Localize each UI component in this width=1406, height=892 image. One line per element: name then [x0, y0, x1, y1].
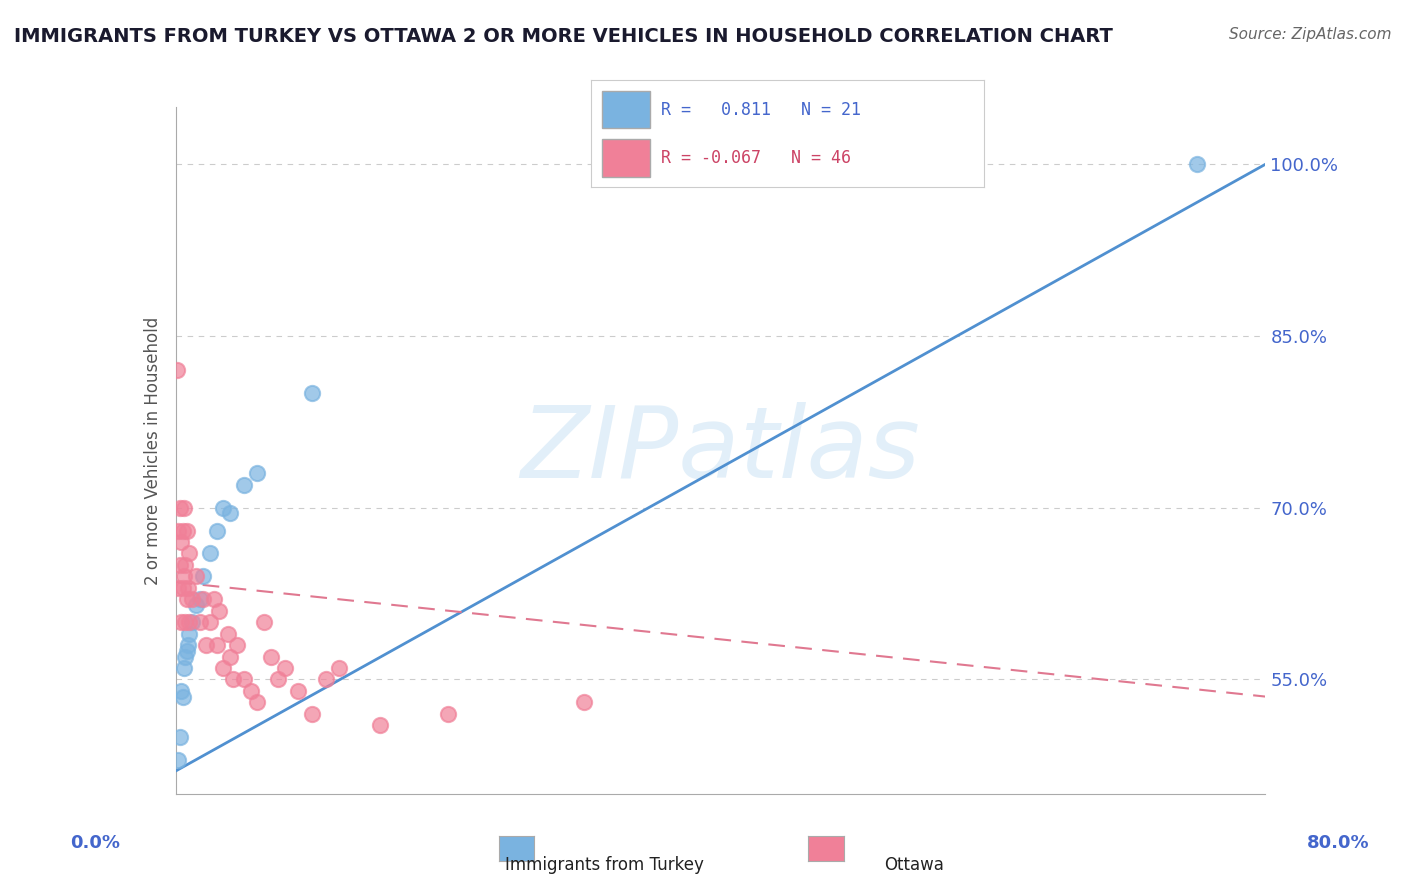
Point — [174, 558, 197, 572]
Point — [172, 581, 194, 595]
Point — [177, 638, 200, 652]
Point — [174, 649, 197, 664]
Point — [260, 649, 283, 664]
Point — [226, 638, 249, 652]
Point — [191, 569, 214, 583]
Point — [287, 683, 309, 698]
Text: 0.0%: 0.0% — [70, 834, 121, 852]
Point — [179, 546, 201, 561]
Point — [208, 604, 231, 618]
Point — [172, 524, 194, 538]
Point — [246, 467, 269, 481]
Point — [246, 695, 269, 709]
Y-axis label: 2 or more Vehicles in Household: 2 or more Vehicles in Household — [143, 317, 162, 584]
Point — [169, 558, 191, 572]
Point — [205, 524, 228, 538]
Point — [267, 673, 290, 687]
Point — [177, 581, 200, 595]
Point — [172, 690, 194, 704]
Point — [179, 615, 201, 630]
Point — [198, 546, 221, 561]
Point — [167, 753, 190, 767]
Point — [274, 661, 297, 675]
Point — [170, 683, 193, 698]
Point — [574, 695, 596, 709]
Text: Immigrants from Turkey: Immigrants from Turkey — [505, 856, 704, 874]
Point — [188, 615, 211, 630]
Point — [239, 683, 262, 698]
Point — [194, 638, 217, 652]
Point — [437, 706, 460, 721]
Text: R =   0.811   N = 21: R = 0.811 N = 21 — [661, 102, 862, 120]
Point — [219, 649, 242, 664]
Text: Source: ZipAtlas.com: Source: ZipAtlas.com — [1229, 27, 1392, 42]
Point — [212, 500, 235, 515]
Point — [315, 673, 337, 687]
Point — [217, 626, 239, 640]
FancyBboxPatch shape — [602, 139, 650, 177]
Point — [173, 661, 195, 675]
Point — [167, 524, 190, 538]
Text: Ottawa: Ottawa — [884, 856, 943, 874]
Text: IMMIGRANTS FROM TURKEY VS OTTAWA 2 OR MORE VEHICLES IN HOUSEHOLD CORRELATION CHA: IMMIGRANTS FROM TURKEY VS OTTAWA 2 OR MO… — [14, 27, 1114, 45]
Point — [212, 661, 235, 675]
Point — [176, 592, 198, 607]
Point — [198, 615, 221, 630]
Point — [191, 592, 214, 607]
Point — [368, 718, 391, 732]
Point — [167, 581, 190, 595]
Text: 80.0%: 80.0% — [1308, 834, 1369, 852]
Point — [174, 615, 197, 630]
Point — [173, 500, 195, 515]
Point — [253, 615, 276, 630]
Point — [181, 615, 204, 630]
Point — [170, 615, 193, 630]
Point — [169, 730, 191, 744]
Text: ZIPatlas: ZIPatlas — [520, 402, 921, 499]
Point — [1187, 157, 1209, 171]
Point — [232, 478, 254, 492]
Point — [169, 500, 191, 515]
Point — [166, 363, 188, 377]
Point — [202, 592, 225, 607]
FancyBboxPatch shape — [602, 91, 650, 128]
Point — [205, 638, 228, 652]
Point — [232, 673, 254, 687]
Point — [181, 592, 204, 607]
Point — [176, 644, 198, 658]
Point — [173, 569, 195, 583]
Point — [188, 592, 211, 607]
Point — [222, 673, 245, 687]
Point — [179, 626, 201, 640]
Point — [176, 524, 198, 538]
Point — [186, 569, 208, 583]
Point — [170, 535, 193, 549]
Point — [186, 598, 208, 612]
Point — [301, 386, 323, 401]
Point — [219, 507, 242, 521]
Point — [328, 661, 350, 675]
Text: R = -0.067   N = 46: R = -0.067 N = 46 — [661, 150, 852, 168]
Point — [301, 706, 323, 721]
